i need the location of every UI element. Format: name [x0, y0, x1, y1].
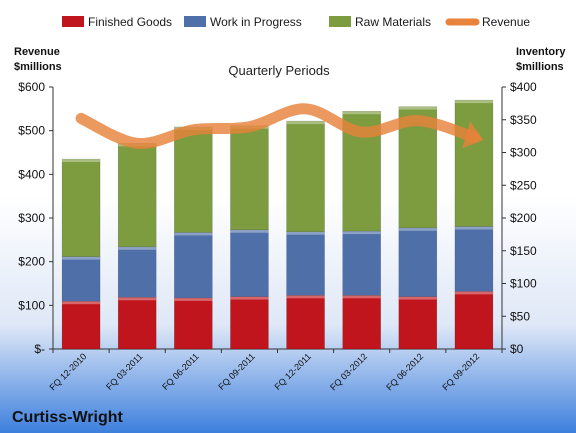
bar-highlight-work-in-progress	[118, 246, 157, 250]
bar-work-in-progress	[230, 229, 269, 297]
legend-swatch-raw-materials	[329, 16, 351, 27]
bar-highlight-finished-goods	[454, 291, 493, 295]
right-tick-label: $200	[510, 211, 537, 225]
left-tick-label: $300	[18, 211, 45, 225]
right-tick-label: $300	[510, 146, 537, 160]
bar-work-in-progress	[117, 246, 157, 298]
bar-highlight-finished-goods	[342, 295, 381, 299]
right-tick-label: $400	[510, 80, 537, 94]
bar-highlight-raw-materials	[286, 121, 325, 125]
bar-finished-goods	[286, 295, 325, 350]
bar-highlight-work-in-progress	[62, 256, 101, 260]
bar-finished-goods	[342, 295, 381, 350]
right-tick-label: $100	[510, 277, 537, 291]
chart-subtitle: Quarterly Periods	[228, 63, 330, 78]
bar-raw-materials	[117, 143, 157, 248]
right-tick-label: $150	[510, 244, 537, 258]
bar-finished-goods	[398, 296, 438, 350]
right-tick-label: $250	[510, 178, 537, 192]
bar-work-in-progress	[342, 230, 381, 296]
right-axis-title-line1: Inventory	[516, 46, 566, 58]
bar-highlight-work-in-progress	[398, 227, 437, 231]
left-tick-label: $-	[34, 342, 45, 356]
legend-swatch-work-in-progress	[184, 16, 206, 27]
bar-highlight-raw-materials	[398, 106, 437, 110]
company-name: Curtiss-Wright	[12, 409, 123, 426]
bar-finished-goods	[454, 291, 494, 350]
bar-work-in-progress	[61, 256, 101, 302]
bar-work-in-progress	[398, 227, 438, 297]
right-tick-label: $350	[510, 113, 537, 127]
bar-highlight-raw-materials	[62, 159, 101, 163]
bar-highlight-finished-goods	[118, 297, 157, 301]
legend-label-revenue: Revenue	[482, 15, 530, 29]
revenue-series	[75, 103, 484, 149]
left-tick-label: $500	[18, 124, 45, 138]
bar-raw-materials	[286, 120, 325, 233]
right-tick-label: $0	[510, 342, 524, 356]
bar-highlight-work-in-progress	[342, 231, 381, 235]
left-axis-title-line2: $millions	[14, 61, 62, 73]
bar-highlight-work-in-progress	[286, 231, 325, 235]
legend: Finished Goods Work in Progress Raw Mate…	[62, 15, 530, 29]
bar-finished-goods	[61, 300, 101, 350]
bar-highlight-finished-goods	[174, 297, 213, 301]
legend-label-raw-materials: Raw Materials	[355, 15, 431, 29]
inventory-bars	[61, 99, 494, 350]
bar-highlight-finished-goods	[62, 301, 101, 305]
left-tick-label: $400	[18, 167, 45, 181]
legend-label-finished-goods: Finished Goods	[88, 15, 172, 29]
bar-work-in-progress	[286, 231, 325, 296]
left-axis-title-line1: Revenue	[14, 46, 60, 58]
right-tick-label: $50	[510, 309, 530, 323]
right-axis-ticks: $0 $50 $100 $150 $200 $250 $300 $350 $400	[502, 80, 537, 356]
bar-highlight-work-in-progress	[454, 226, 493, 230]
left-tick-label: $600	[18, 80, 45, 94]
bar-raw-materials	[61, 158, 101, 257]
right-axis-title-line2: $millions	[516, 61, 564, 73]
left-tick-label: $100	[18, 298, 45, 312]
bar-raw-materials	[230, 125, 269, 231]
bar-finished-goods	[117, 297, 157, 350]
bar-highlight-finished-goods	[398, 296, 437, 300]
bar-raw-materials	[454, 99, 494, 227]
bar-work-in-progress	[174, 232, 213, 299]
revenue-arrowhead	[462, 121, 484, 149]
left-tick-label: $200	[18, 255, 45, 269]
bar-highlight-work-in-progress	[230, 229, 269, 233]
legend-label-work-in-progress: Work in Progress	[210, 15, 302, 29]
bar-highlight-work-in-progress	[174, 232, 213, 236]
bar-raw-materials	[174, 126, 213, 233]
bar-finished-goods	[230, 296, 269, 350]
legend-swatch-finished-goods	[62, 16, 84, 27]
bar-work-in-progress	[454, 226, 494, 292]
bar-highlight-raw-materials	[342, 111, 381, 115]
bar-highlight-finished-goods	[230, 296, 269, 300]
revenue-line	[75, 103, 480, 149]
bar-finished-goods	[174, 297, 213, 350]
bar-highlight-raw-materials	[454, 100, 493, 104]
left-axis-ticks: $- $100 $200 $300 $400 $500 $600	[18, 80, 53, 356]
bar-highlight-finished-goods	[286, 295, 325, 299]
